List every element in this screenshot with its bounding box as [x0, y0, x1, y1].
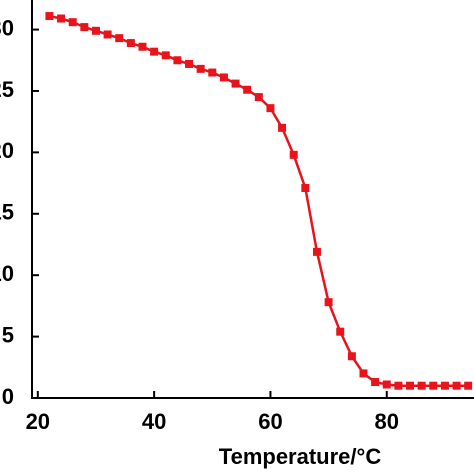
data-point: [103, 30, 112, 39]
data-point: [394, 381, 403, 390]
x-tick-label: 60: [258, 409, 282, 434]
data-point: [324, 298, 333, 307]
data-point: [91, 26, 100, 35]
series-line: [49, 14, 469, 387]
data-point: [231, 79, 240, 88]
data-point: [278, 123, 287, 132]
data-point: [161, 51, 170, 60]
data-point: [417, 381, 426, 390]
data-point: [173, 56, 182, 65]
data-point: [359, 369, 368, 378]
data-point: [126, 39, 135, 48]
data-point: [440, 381, 449, 390]
x-axis-label: Temperature/°C: [219, 444, 382, 469]
data-point: [254, 93, 263, 102]
y-tick-label: 25: [0, 77, 14, 102]
data-point: [312, 247, 321, 256]
data-point: [371, 378, 380, 387]
data-point: [464, 381, 473, 390]
data-point: [336, 327, 345, 336]
data-point: [80, 23, 89, 32]
data-point: [57, 14, 66, 23]
data-point: [208, 68, 217, 77]
data-point: [406, 381, 415, 390]
data-point: [429, 381, 438, 390]
data-point: [301, 183, 310, 192]
data-point: [382, 380, 391, 389]
data-point: [289, 150, 298, 159]
data-point: [150, 47, 159, 56]
data-point: [347, 352, 356, 361]
data-point: [266, 104, 275, 113]
y-tick-label: 5: [2, 322, 14, 347]
y-tick-label: 30: [0, 15, 14, 40]
x-tick-label: 80: [375, 409, 399, 434]
data-point: [452, 381, 461, 390]
data-point: [115, 34, 124, 43]
data-point: [68, 18, 77, 27]
data-point: [185, 59, 194, 68]
x-tick-label: 20: [26, 409, 50, 434]
x-tick-label: 40: [142, 409, 166, 434]
data-point: [138, 42, 147, 51]
data-point: [243, 85, 252, 94]
y-tick-label: 20: [0, 138, 14, 163]
y-tick-label: 10: [0, 261, 14, 286]
y-tick-label: 0: [2, 384, 14, 409]
data-point: [45, 12, 54, 21]
y-tick-label: 15: [0, 200, 14, 225]
data-point: [219, 73, 228, 82]
data-point: [196, 64, 205, 73]
